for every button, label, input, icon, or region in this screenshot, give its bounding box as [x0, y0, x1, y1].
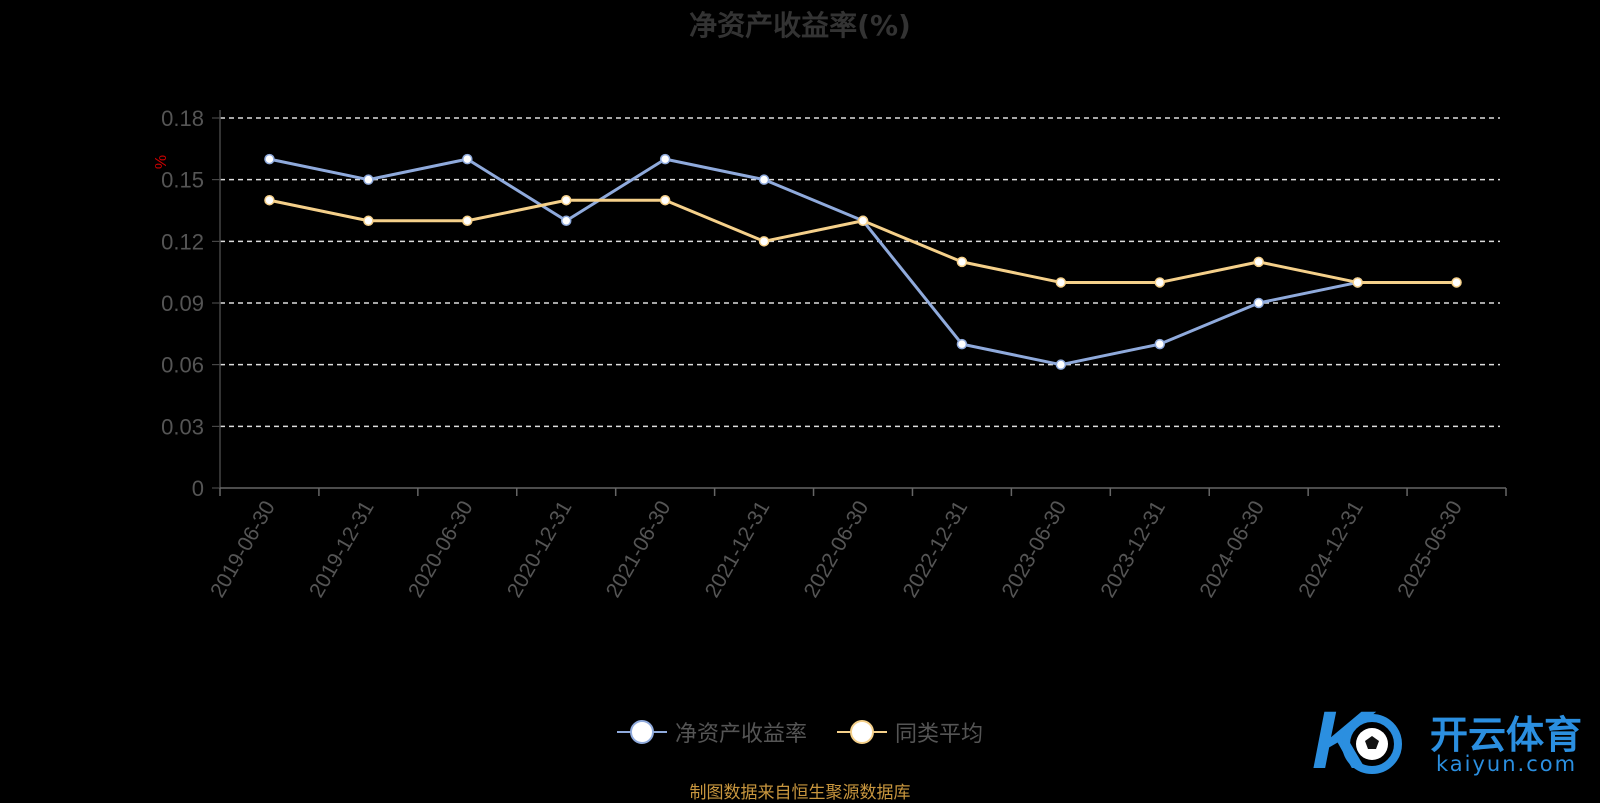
- x-tick-label: 2021-12-31: [701, 497, 775, 602]
- legend-swatch-peer-average-icon: [837, 719, 887, 745]
- grid-layer: [220, 117, 1500, 428]
- x-tick-label: 2021-06-30: [602, 497, 676, 602]
- x-tick-label: 2023-12-31: [1096, 497, 1170, 602]
- y-axis-label: %: [153, 155, 170, 169]
- y-tick-label: 0.06: [161, 353, 204, 378]
- series-layer: [264, 153, 1462, 370]
- line-chart: 0 0.03 0.06 0.09 0.12 0.15 0.18% 2019-06-30 2019…: [153, 106, 1507, 602]
- data-point[interactable]: [857, 215, 869, 227]
- data-point[interactable]: [956, 256, 968, 268]
- y-tick-label: 0.03: [161, 414, 204, 439]
- x-tick-label: 2023-06-30: [998, 497, 1072, 602]
- data-point[interactable]: [1154, 277, 1166, 288]
- data-point[interactable]: [1451, 277, 1462, 288]
- x-tick-label: 2024-12-31: [1294, 497, 1368, 602]
- k-soccer-ball-logo-icon: K: [1312, 695, 1402, 786]
- legend: 净资产收益率 同类平均: [0, 716, 1600, 748]
- data-point[interactable]: [758, 174, 770, 185]
- data-point[interactable]: [462, 153, 473, 165]
- data-point[interactable]: [956, 338, 968, 350]
- data-point[interactable]: [1253, 297, 1264, 309]
- x-tick-label: 2019-12-31: [305, 497, 379, 602]
- x-tick-label: 2019-06-30: [206, 497, 280, 602]
- data-point[interactable]: [1352, 277, 1363, 288]
- x-tick-label: 2022-06-30: [800, 497, 874, 602]
- data-point[interactable]: [1154, 338, 1166, 350]
- legend-label-peer-average: 同类平均: [895, 722, 984, 747]
- x-tick-label: 2025-06-30: [1393, 497, 1467, 602]
- x-tick-label: 2024-06-30: [1195, 497, 1269, 602]
- y-tick-label: 0.09: [161, 291, 204, 316]
- data-point[interactable]: [1055, 359, 1067, 370]
- watermark-brand: 开云体育: [1430, 713, 1583, 757]
- data-point[interactable]: [264, 153, 275, 165]
- data-point[interactable]: [758, 236, 770, 247]
- data-point[interactable]: [659, 153, 671, 165]
- legend-label-roe: 净资产收益率: [674, 722, 807, 747]
- data-point[interactable]: [1055, 277, 1067, 288]
- y-tick-label: 0.18: [161, 106, 204, 131]
- data-point[interactable]: [363, 215, 374, 227]
- watermark: K 开云体育 kaiyun.com: [1312, 695, 1592, 788]
- x-tick-label: 2020-06-30: [404, 497, 478, 602]
- y-tick-label: 0: [192, 476, 204, 501]
- data-point[interactable]: [560, 215, 572, 227]
- y-tick-label: 0.15: [161, 168, 204, 193]
- watermark-domain: kaiyun.com: [1436, 752, 1578, 776]
- source-note: 制图数据来自恒生聚源数据库: [689, 783, 911, 803]
- data-point[interactable]: [264, 194, 275, 206]
- x-tick-label: 2020-12-31: [503, 497, 577, 602]
- data-point[interactable]: [659, 194, 671, 206]
- data-point[interactable]: [1253, 256, 1264, 268]
- legend-item-peer-average[interactable]: 同类平均: [837, 716, 983, 748]
- x-tick-label: 2022-12-31: [899, 497, 973, 602]
- data-point[interactable]: [363, 174, 374, 185]
- y-tick-label: 0.12: [161, 229, 204, 254]
- legend-item-roe[interactable]: 净资产收益率: [616, 716, 807, 748]
- series-line-0: [269, 157, 1358, 367]
- legend-swatch-roe-icon: [616, 719, 667, 745]
- chart-title: 净资产收益率(%): [689, 9, 911, 42]
- data-point[interactable]: [462, 215, 473, 227]
- data-point[interactable]: [560, 194, 572, 206]
